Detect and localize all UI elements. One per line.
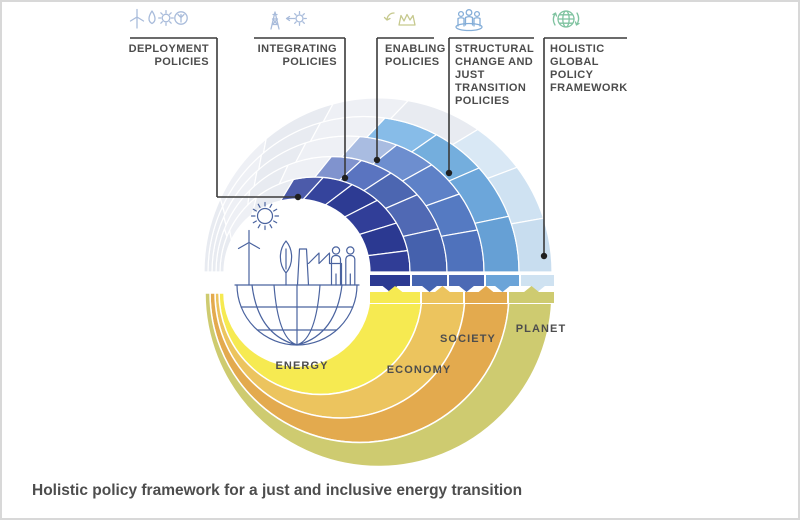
connector-dot [341, 174, 349, 182]
chevron-up-icon [523, 286, 540, 293]
sun-ray [273, 220, 278, 224]
sun-ray [252, 208, 257, 212]
label-economy: ECONOMY [386, 364, 452, 376]
label-enabling-policies: ENABLING POLICIES [385, 43, 446, 69]
globe-grid-icon [240, 284, 354, 346]
power-grid-sun-icon [270, 11, 307, 30]
hand-action-icon [383, 12, 416, 26]
policy-label-line: ENABLING [385, 43, 446, 55]
blue-band-segment [370, 275, 410, 286]
chevron-down-icon [421, 285, 438, 292]
label-deployment-policies: DEPLOYMENT POLICIES [129, 43, 209, 69]
figure-caption: Holistic policy framework for a just and… [32, 482, 523, 499]
sun-icon [256, 207, 274, 225]
label-planet: PLANET [515, 323, 567, 335]
label-society: SOCIETY [440, 333, 496, 345]
policy-label-line: JUST [455, 69, 485, 81]
sun-ray [294, 21, 297, 24]
connector-dot [294, 193, 302, 201]
arc-cell [440, 229, 485, 273]
policy-label-line: POLICIES [385, 56, 440, 68]
arc-cell [510, 217, 553, 273]
chevron-up-icon [478, 286, 494, 293]
sun-rays-icon [250, 201, 280, 231]
label-integrating-policies: INTEGRATING POLICIES [258, 43, 337, 69]
sun-ray [169, 21, 172, 24]
factory-icon [296, 248, 343, 286]
sun-ray [302, 21, 305, 24]
policy-label-line: POLICY [550, 69, 594, 81]
sun-ray [257, 203, 261, 208]
transition-chevron-bands [370, 275, 554, 303]
blue-band-segment [449, 275, 484, 286]
blue-band-segment [521, 275, 554, 286]
sun-ray [160, 21, 163, 24]
people-group-icon [455, 9, 483, 32]
yellow-band-segment [370, 292, 420, 303]
policy-label-line: FRAMEWORK [550, 82, 628, 94]
wind-water-sun-tree-icons [129, 8, 188, 29]
policy-label-line: POLICIES [282, 56, 337, 68]
yellow-band-segment [422, 292, 463, 303]
chevron-down-icon [529, 285, 546, 292]
people-icon [330, 246, 356, 286]
sun-ray [273, 208, 278, 212]
yellow-band-segment [509, 292, 554, 303]
policy-icons [129, 8, 580, 32]
connector-dot [445, 169, 453, 177]
sun-ray [294, 13, 297, 16]
policy-label-line: POLICIES [154, 56, 209, 68]
connector-dot [540, 252, 548, 260]
sun-ray [302, 13, 305, 16]
connector-lines [130, 37, 627, 260]
policy-label-line: GLOBAL [550, 56, 599, 68]
sun-ray [160, 12, 163, 15]
center-illustration [234, 201, 360, 346]
blue-band-segment [486, 275, 519, 286]
label-structural-change-policies: STRUCTURAL CHANGE AND JUST TRANSITION POLICI… [455, 43, 534, 108]
sun-ray [169, 12, 172, 15]
yellow-band-segment [465, 292, 507, 303]
blue-band-segment [412, 275, 447, 286]
sun-ray [269, 224, 273, 229]
sun-ray [269, 203, 273, 208]
policy-label-line: CHANGE AND [455, 56, 534, 68]
leaf-icon [279, 240, 293, 286]
chevron-down-icon [494, 285, 511, 292]
chevron-up-icon [434, 286, 451, 293]
policy-arcs-top [203, 97, 553, 273]
label-energy: ENERGY [275, 360, 329, 372]
sun-ray [257, 224, 261, 229]
policy-label-line: INTEGRATING [257, 43, 337, 55]
center-circle [224, 199, 370, 345]
policy-label-line: TRANSITION [455, 82, 527, 94]
policy-label-line: STRUCTURAL [455, 43, 535, 55]
policy-label-line: HOLISTIC [550, 43, 605, 55]
policy-label-line: DEPLOYMENT [128, 43, 209, 55]
chevron-down-icon [458, 285, 475, 292]
connector-dot [373, 156, 381, 164]
dimension-arcs-bottom [204, 292, 553, 468]
policy-label-line: POLICIES [455, 95, 510, 107]
label-holistic-framework: HOLISTIC GLOBAL POLICY FRAMEWORK [550, 43, 628, 95]
chevron-up-icon [387, 286, 403, 293]
wind-turbine-icon [237, 229, 261, 286]
sun-ray [252, 220, 257, 224]
globe-cycle-icon [552, 10, 580, 28]
